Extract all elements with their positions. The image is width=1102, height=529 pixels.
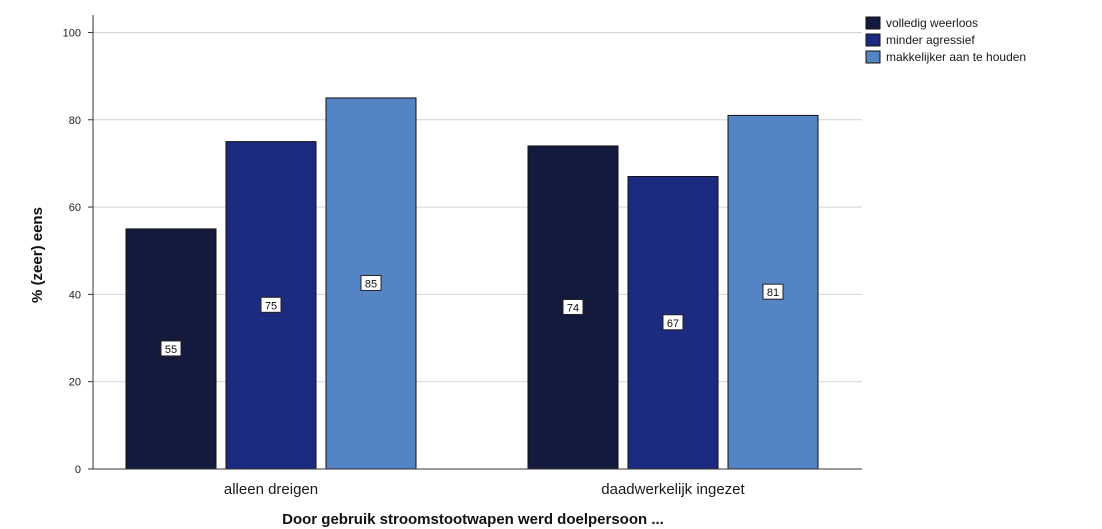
y-tick-label: 20 (69, 377, 81, 389)
data-label-box (562, 298, 584, 315)
y-tick-label: 80 (69, 115, 81, 127)
legend-swatch (865, 16, 881, 30)
data-label: 74 (567, 302, 579, 314)
legend-swatch (865, 33, 881, 47)
data-label-box (260, 296, 282, 313)
y-tick-label: 40 (69, 289, 81, 301)
data-label: 67 (667, 318, 679, 330)
data-label: 75 (265, 300, 277, 312)
y-tick-label: 0 (75, 464, 81, 476)
x-category-label: daadwerkelijk ingezet (601, 481, 745, 498)
legend-label: minder agressief (886, 33, 975, 47)
x-axis-title: Door gebruik stroomstootwapen werd doelp… (282, 511, 664, 528)
legend-swatch (865, 50, 881, 64)
data-label-box (662, 314, 684, 331)
y-axis-ticks: 0 20 40 60 80 100 (63, 15, 94, 476)
y-axis-title: % (zeer) eens (29, 207, 46, 303)
y-tick-label: 100 (63, 27, 81, 39)
data-label-box (762, 283, 784, 300)
data-label: 55 (165, 344, 177, 356)
data-labels: 55 75 85 74 67 81 (160, 274, 784, 357)
legend: volledig weerloos minder agressief makkeli… (865, 16, 1026, 64)
data-label-box (360, 274, 382, 291)
data-label-box (160, 340, 182, 357)
bars (125, 97, 819, 470)
bar (325, 97, 417, 470)
legend-label: makkelijker aan te houden (886, 50, 1026, 64)
x-axis: alleen dreigen daadwerkelijk ingezet (93, 468, 862, 498)
data-label: 85 (365, 278, 377, 290)
x-category-label: alleen dreigen (224, 481, 318, 498)
legend-label: volledig weerloos (886, 16, 978, 30)
data-label: 81 (767, 287, 779, 299)
y-tick-label: 60 (69, 202, 81, 214)
